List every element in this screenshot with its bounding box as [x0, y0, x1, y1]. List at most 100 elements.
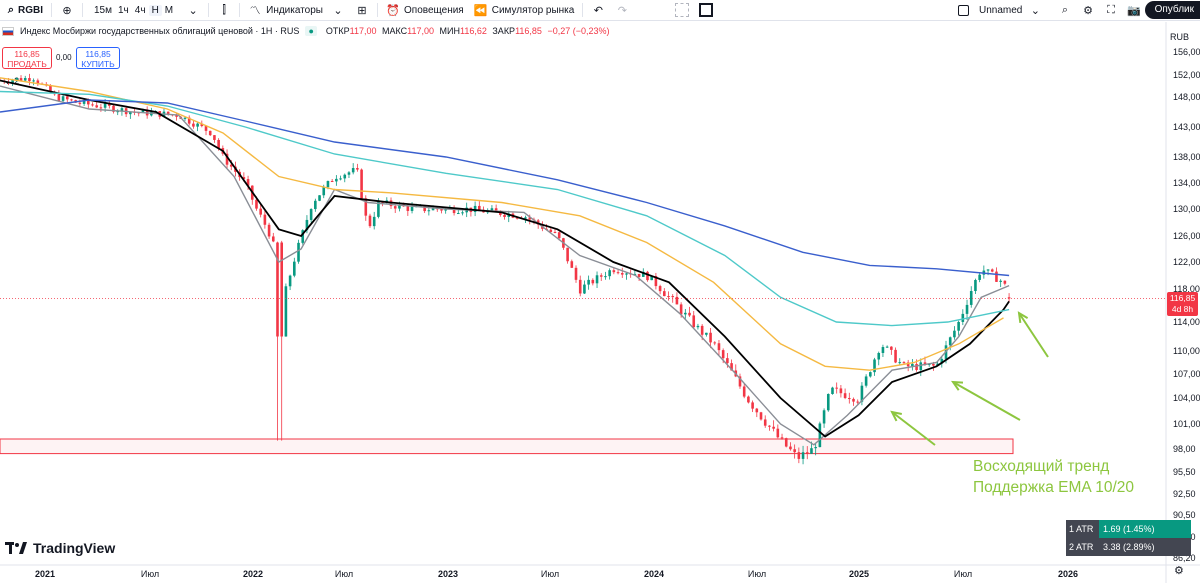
candle-body: [410, 206, 414, 211]
annotation-line-2: Поддержка EMA 10/20: [973, 479, 1134, 496]
divider: [239, 3, 241, 17]
candle-body: [133, 111, 136, 113]
candle-body: [196, 123, 199, 127]
redo-button[interactable]: ↷: [610, 0, 634, 21]
candle-body: [322, 187, 326, 196]
candle-body: [759, 412, 763, 420]
timeframe-1[interactable]: 1ч: [118, 4, 129, 16]
fullscreen-button[interactable]: [694, 0, 718, 21]
undo-button[interactable]: ↶: [586, 0, 610, 21]
publish-button[interactable]: Опублик: [1144, 1, 1200, 19]
search-icon: ⌕: [7, 3, 15, 16]
candle-body: [978, 274, 981, 280]
tradingview-logo[interactable]: TradingView: [5, 540, 115, 556]
layout-selector[interactable]: Unnamed ⌄: [958, 0, 1042, 21]
candle-body: [116, 111, 120, 113]
candle-body: [620, 273, 624, 275]
candle-body: [826, 393, 830, 411]
chevron-down-icon: ⌄: [4, 76, 12, 86]
candle-body: [364, 198, 368, 216]
candle-body: [911, 363, 914, 367]
annotation-arrowhead: [951, 380, 964, 391]
fullscreen-select-button[interactable]: [670, 0, 694, 21]
quick-search-icon[interactable]: ⌕: [1061, 4, 1069, 16]
candle-body: [293, 261, 296, 276]
indicators-button[interactable]: 〽 Индикаторы ⌄: [243, 0, 350, 21]
sell-button[interactable]: 116,85 ПРОДАТЬ: [2, 47, 52, 69]
indicators-collapse-toggle[interactable]: ⌄ 2: [4, 76, 19, 87]
fullscreen-icon[interactable]: ⛶: [1107, 4, 1115, 16]
candle-body: [343, 174, 347, 179]
candle-body: [448, 207, 452, 209]
candle-body: [574, 267, 578, 280]
candle-body: [414, 206, 418, 208]
candle-body: [456, 213, 460, 215]
candle-body: [179, 116, 183, 119]
chart-type-button[interactable]: ⫿: [212, 0, 236, 21]
timeframe-0[interactable]: 15м: [94, 4, 112, 16]
candle-body: [969, 291, 973, 305]
candle-body: [566, 247, 569, 262]
divider: [51, 3, 52, 17]
candle-body: [482, 209, 485, 213]
candle-body: [595, 275, 599, 284]
candle-body: [591, 279, 595, 284]
candle-body: [499, 210, 502, 215]
candle-body: [646, 271, 649, 281]
timeframe-2[interactable]: 4ч: [134, 4, 146, 16]
time-tick-label: 2025: [849, 569, 869, 579]
candle-body: [768, 425, 771, 427]
series-legend: Индекс Мосбиржи государственных облигаци…: [2, 26, 609, 36]
templates-button[interactable]: ⊞: [350, 0, 374, 21]
candle-body: [599, 275, 603, 277]
candle-body: [204, 126, 208, 131]
divider: [82, 3, 83, 17]
candle-body: [339, 178, 342, 180]
atr-value: 1.69 (1.45%): [1099, 520, 1191, 538]
alerts-button[interactable]: ⏰ Оповещения: [381, 0, 469, 21]
candle-body: [234, 166, 237, 172]
candle-body: [545, 228, 548, 230]
layout-name: Unnamed: [979, 5, 1023, 16]
checkbox-icon[interactable]: [958, 5, 969, 16]
candle-body: [553, 231, 557, 233]
candle-body: [57, 94, 61, 101]
candle-body: [524, 217, 527, 219]
replay-button[interactable]: ⏪ Симулятор рынка: [469, 0, 580, 21]
symbol-search[interactable]: ⌕ RGBI: [0, 0, 48, 21]
indicators-label: Индикаторы: [266, 4, 323, 16]
annotation-arrow: [891, 411, 936, 446]
candle-body: [389, 200, 393, 207]
candle-body: [301, 230, 305, 243]
candle-body: [658, 286, 662, 292]
candle-body: [961, 313, 965, 322]
price-tick-label: 143,00: [1173, 122, 1200, 132]
camera-icon[interactable]: 📷: [1127, 5, 1141, 17]
candle-body: [112, 105, 115, 112]
timeframe-dropdown[interactable]: ⌄: [181, 0, 205, 21]
candle-body: [915, 363, 918, 371]
timeframe-4[interactable]: М: [164, 4, 174, 16]
timeframe-3[interactable]: Н: [148, 4, 162, 16]
candle-body: [0, 80, 2, 82]
change-value: −0,27 (−0,23%): [547, 26, 610, 36]
candle-body: [801, 452, 805, 459]
candle-body: [747, 396, 750, 403]
candle-body: [831, 387, 834, 394]
divider: [208, 3, 210, 17]
candle-body: [671, 296, 675, 298]
candle-body: [255, 199, 258, 209]
axis-settings-icon[interactable]: ⚙: [1174, 565, 1184, 577]
eye-icon[interactable]: ●: [305, 26, 317, 36]
candle-body: [238, 171, 241, 178]
settings-icon[interactable]: ⚙: [1083, 5, 1093, 17]
currency-label[interactable]: RUB: [1170, 32, 1190, 42]
compare-button[interactable]: ⊕: [55, 0, 79, 21]
candle-body: [103, 103, 107, 108]
candle-body: [200, 123, 204, 127]
candle-body: [852, 398, 855, 402]
candle-body: [612, 270, 616, 273]
buy-button[interactable]: 116,85 КУПИТЬ: [76, 47, 120, 69]
candle-body: [95, 105, 99, 108]
right-toolbar-icons: ⌕ ⚙ ⛶ 📷: [1058, 0, 1141, 21]
